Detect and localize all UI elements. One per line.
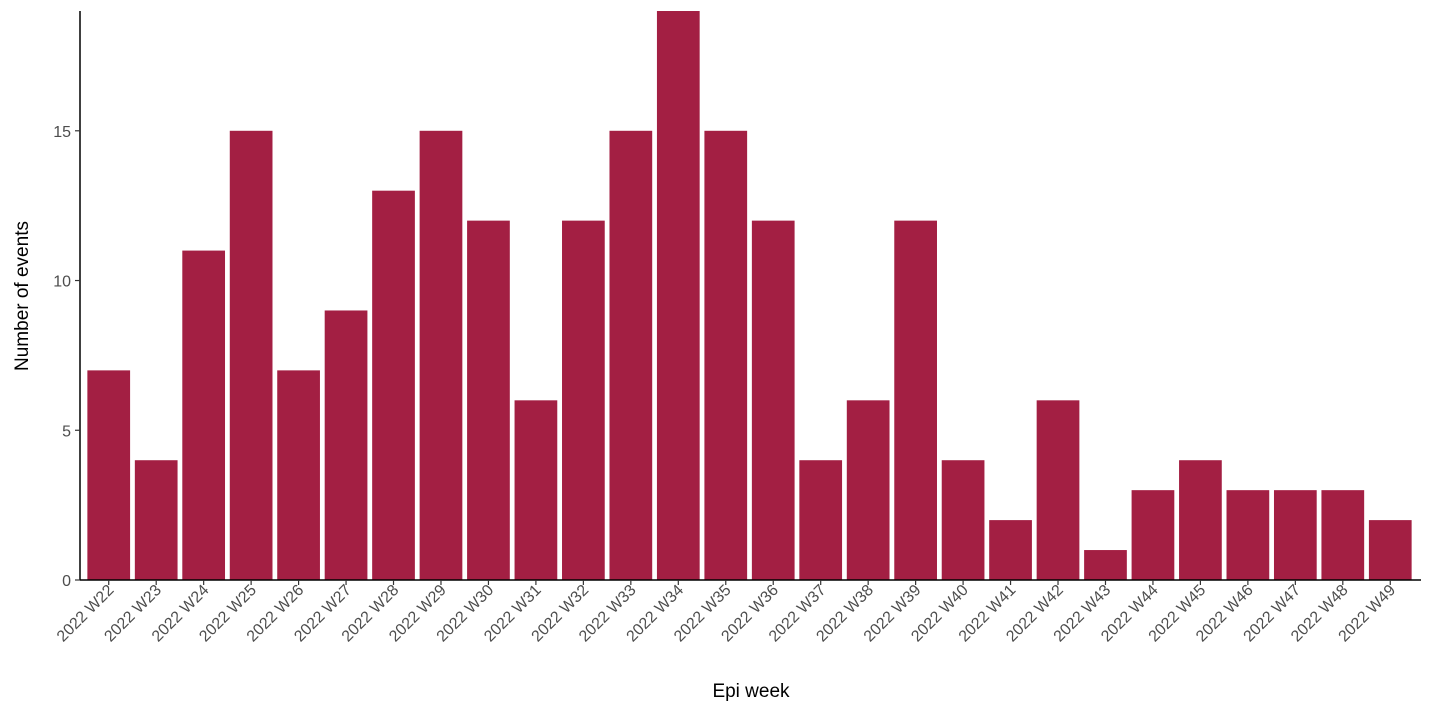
bar (1368, 520, 1412, 580)
y-ticks: 0 5 10 15 (53, 124, 80, 590)
bar (514, 400, 558, 580)
bar (989, 520, 1032, 580)
bar (277, 370, 320, 580)
bar (182, 250, 226, 580)
bar (1273, 490, 1317, 580)
bar (609, 130, 653, 581)
bar (324, 310, 368, 580)
bar (1131, 490, 1175, 580)
bar (229, 130, 273, 581)
bar (1179, 460, 1222, 580)
y-tick-label: 0 (62, 573, 71, 590)
bar (1036, 400, 1080, 580)
bar (372, 190, 415, 580)
bar (656, 11, 700, 580)
y-axis: 0 5 10 15 (53, 11, 81, 590)
y-axis-title: Number of events (12, 221, 33, 371)
bar (1321, 490, 1365, 580)
bar (704, 130, 748, 581)
bar (467, 220, 510, 580)
bar (419, 130, 463, 581)
bar (799, 460, 843, 580)
y-tick-label: 5 (62, 423, 71, 440)
x-axis-title: Epi week (712, 681, 790, 702)
bar (751, 220, 795, 580)
bar (1226, 490, 1270, 580)
bar (562, 220, 605, 580)
y-tick-label: 15 (53, 124, 71, 141)
bar (87, 370, 131, 580)
bar (941, 460, 985, 580)
bar (846, 400, 890, 580)
bar (894, 220, 937, 580)
bar (1084, 550, 1127, 580)
bar (134, 460, 178, 580)
y-tick-label: 10 (53, 274, 71, 291)
bars-group (87, 11, 1412, 581)
